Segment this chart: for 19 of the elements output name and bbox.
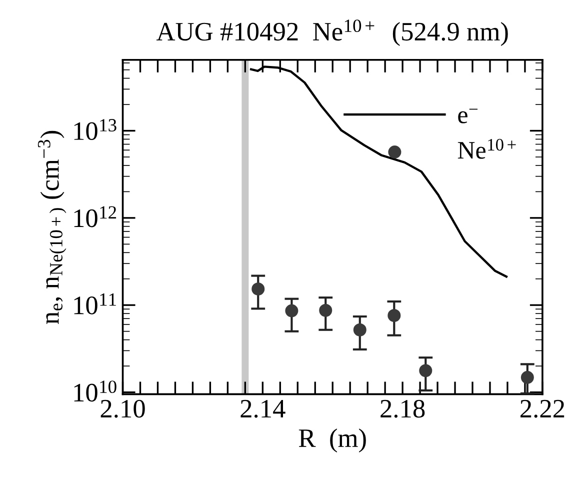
y-tick-label: 10$^{11}$ [74,293,116,314]
x-tick-label: 2.18 [380,400,425,418]
x-tick-label: 2.14 [240,400,286,418]
point [353,323,366,336]
x-tick-label: 2.22 [520,400,564,418]
y-axis-title: n$_{e}$, n$_{Ne(10+)}$ (cm$^{−3}$) [38,130,66,324]
x-tick-label: 2.10 [100,400,145,418]
legend-label: e$^{−}$ [458,108,478,124]
point [419,364,432,378]
chart-title: AUG #10492 Ne$^{10+}$ (524.9 nm) [156,20,508,46]
y-tick-label: 10$^{13}$ [74,119,116,140]
legend-label: Ne$^{10+}$ [458,138,516,159]
point [520,370,534,384]
point [285,304,298,318]
point [388,308,401,322]
point [252,282,265,296]
point [319,304,332,317]
y-tick-label: 10$^{12}$ [74,206,116,228]
x-axis-title: R (m) [298,428,366,452]
